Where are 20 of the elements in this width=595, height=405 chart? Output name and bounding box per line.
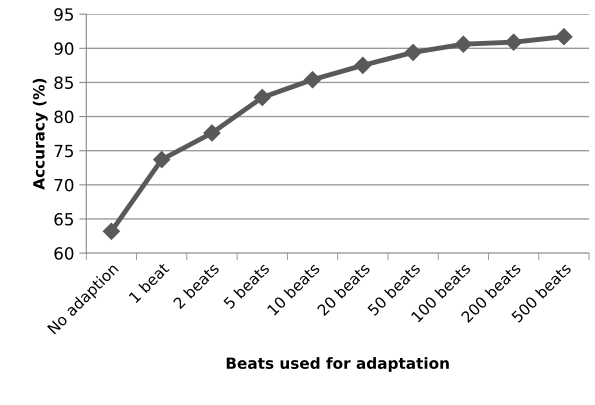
y-tick-label: 85 (54, 76, 74, 90)
y-tick-label: 70 (54, 178, 74, 192)
point (254, 88, 271, 106)
y-tick-label: 75 (54, 144, 74, 158)
y-tick-label: 60 (54, 247, 74, 260)
y-axis-title: Accuracy (%) (32, 78, 48, 190)
y-tick-label: 90 (54, 42, 74, 55)
point (304, 71, 322, 88)
x-axis-title: Beats used for adaptation (226, 357, 449, 372)
point (203, 124, 221, 142)
y-tick-label: 95 (54, 8, 74, 21)
point (102, 222, 120, 240)
point (354, 56, 372, 74)
point (404, 44, 422, 61)
point (153, 151, 170, 168)
point (454, 36, 472, 53)
point (505, 34, 522, 51)
y-tick-label: 80 (54, 110, 74, 124)
point (555, 28, 572, 46)
y-tick-label: 65 (54, 212, 74, 226)
